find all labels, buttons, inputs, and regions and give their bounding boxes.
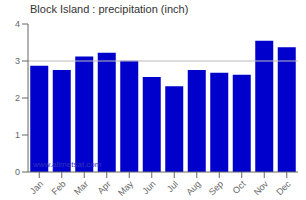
svg-text:1: 1: [15, 130, 20, 140]
svg-text:2: 2: [15, 93, 20, 103]
svg-text:Aug: Aug: [184, 179, 202, 197]
svg-text:May: May: [116, 179, 135, 198]
svg-text:Jul: Jul: [165, 179, 180, 194]
svg-text:Oct: Oct: [231, 179, 248, 196]
svg-text:Mar: Mar: [72, 179, 90, 197]
svg-text:0: 0: [15, 167, 20, 177]
svg-text:Sep: Sep: [207, 179, 225, 197]
svg-text:Nov: Nov: [252, 179, 271, 198]
html-text:Block Island : precipitation (: Block Island : precipitation (inch): [30, 3, 189, 15]
svg-text:Feb: Feb: [50, 179, 68, 197]
svg-text:Dec: Dec: [274, 179, 293, 198]
svg-text:3: 3: [15, 56, 20, 66]
svg-text:Apr: Apr: [96, 179, 113, 196]
svg-text:www.allmetsat.com: www.allmetsat.com: [32, 160, 102, 169]
svg-text:4: 4: [15, 19, 20, 29]
svg-text:Jun: Jun: [140, 179, 157, 196]
svg-text:Jan: Jan: [28, 179, 45, 196]
